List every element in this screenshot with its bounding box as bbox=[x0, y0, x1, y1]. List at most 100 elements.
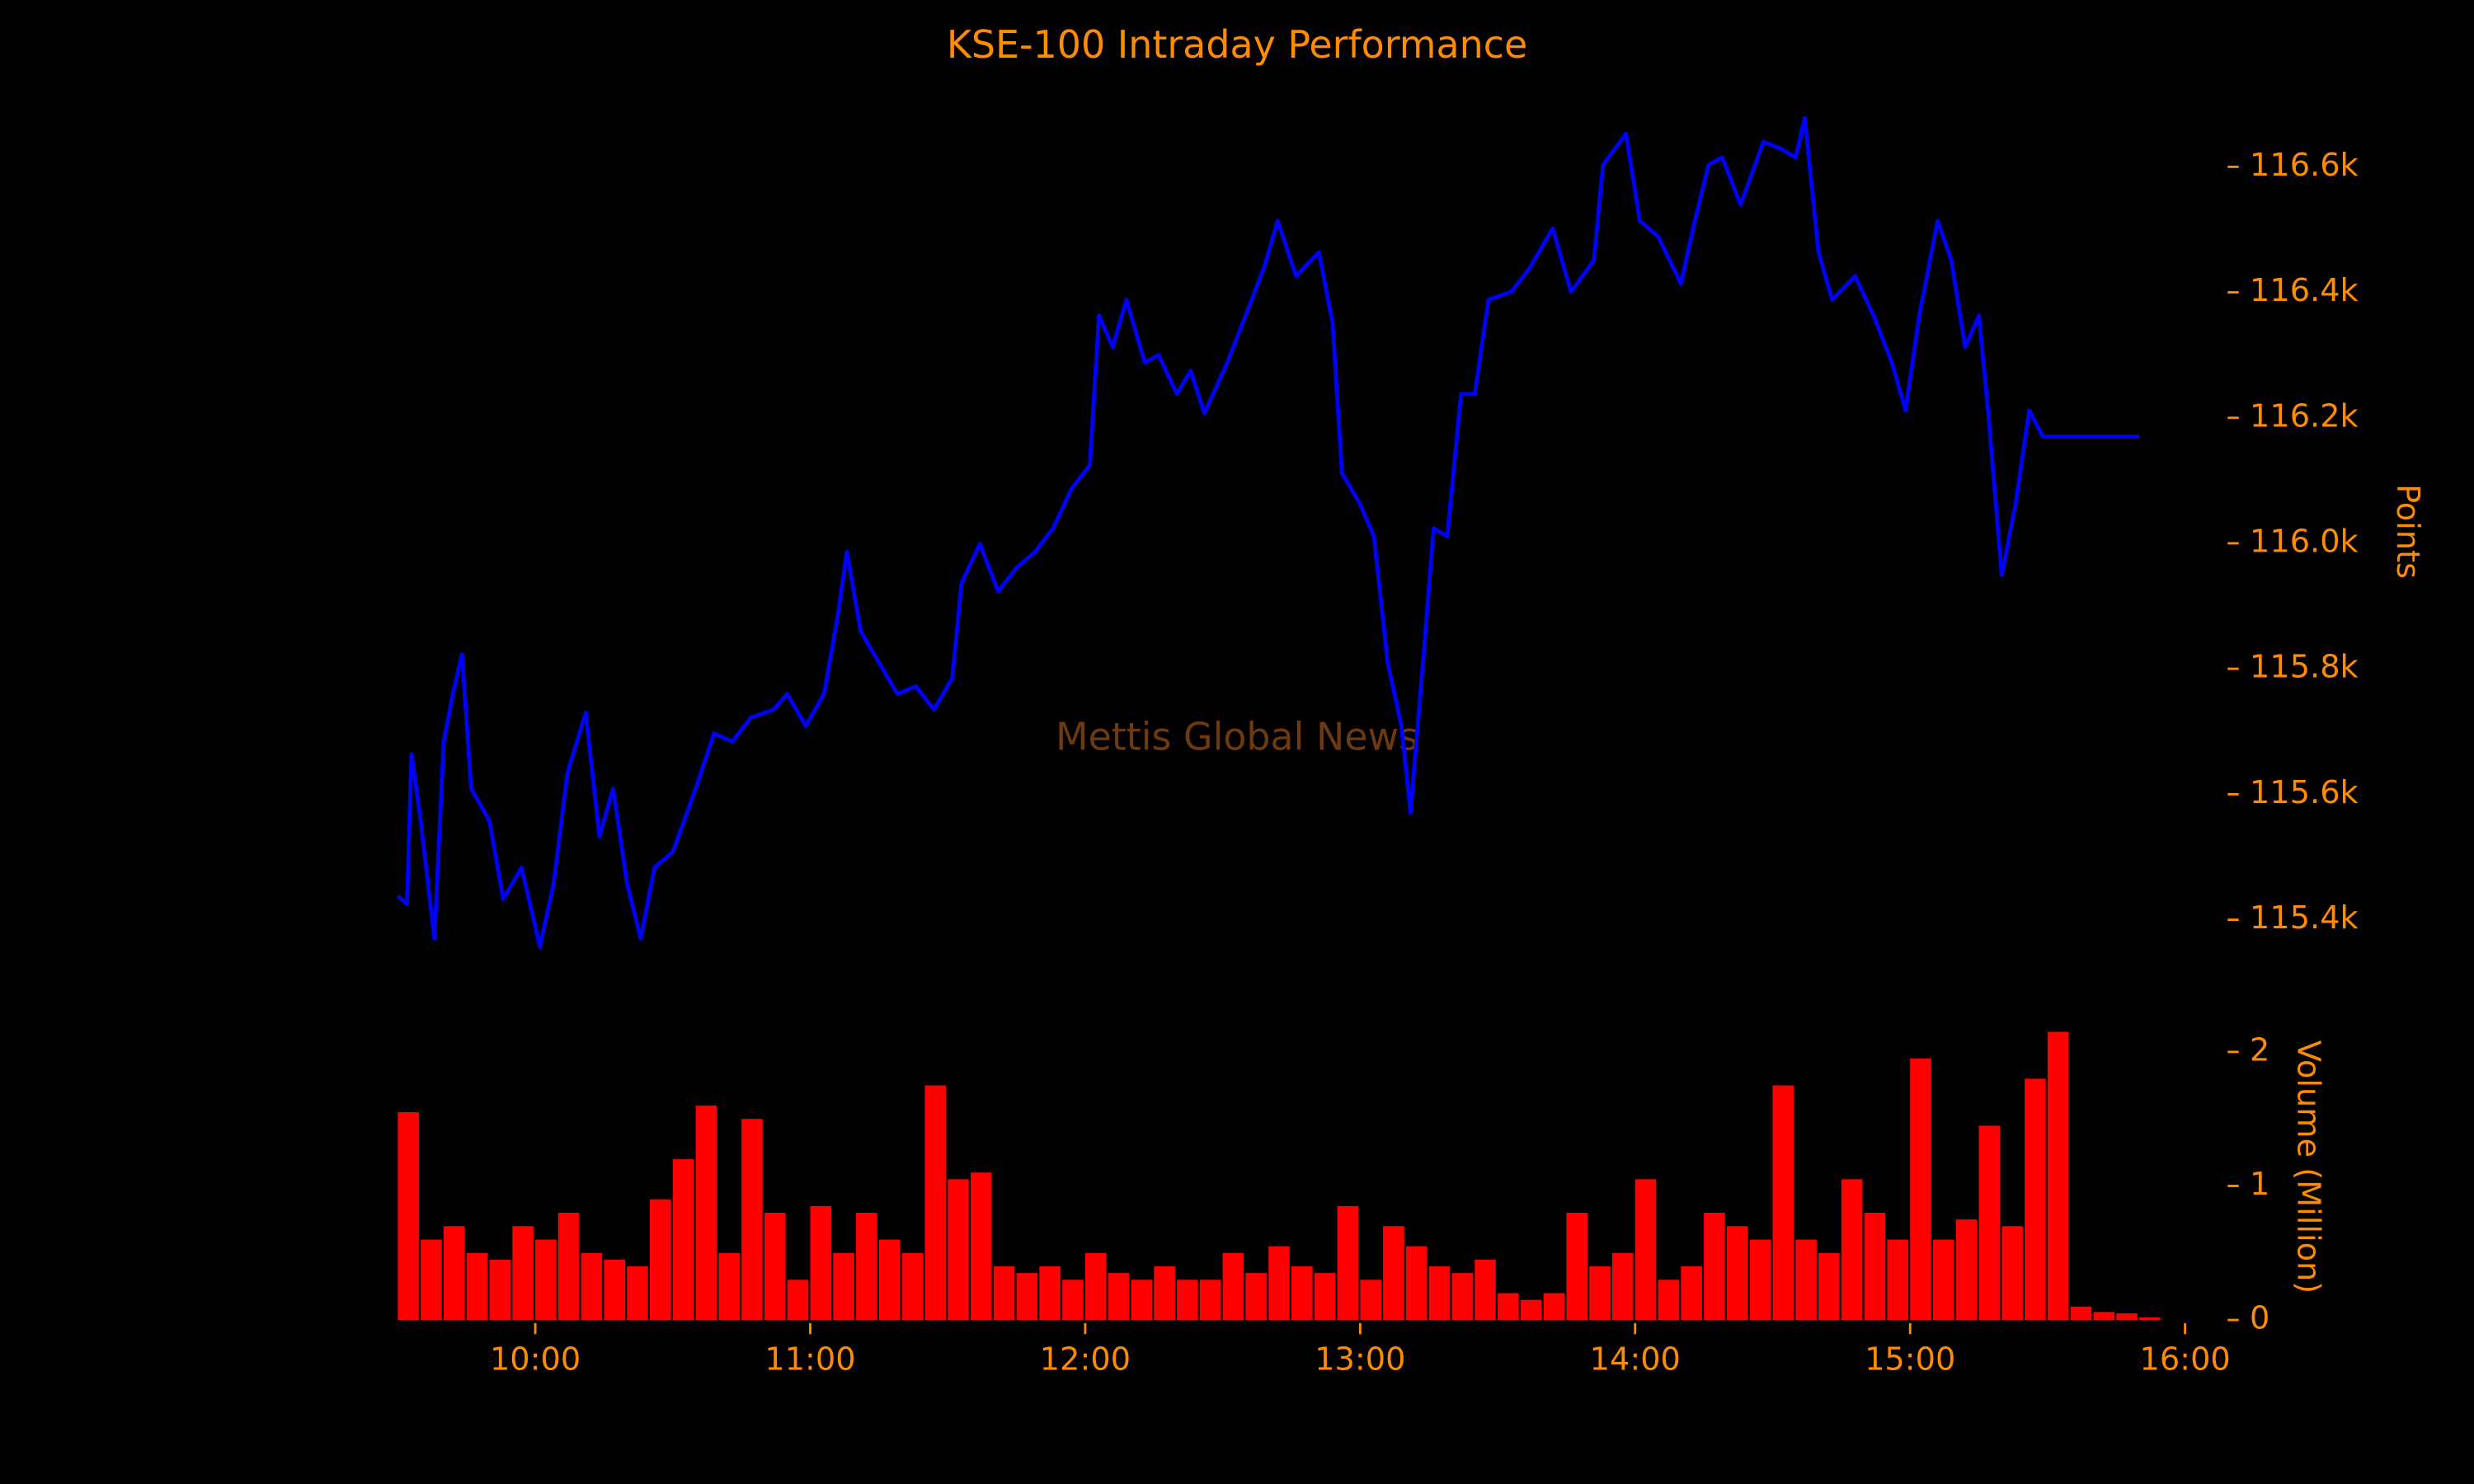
volume-bar bbox=[1405, 1246, 1427, 1321]
volume-bar bbox=[1268, 1246, 1290, 1321]
volume-bar bbox=[1589, 1266, 1611, 1321]
volume-bar bbox=[1108, 1273, 1130, 1321]
volume-bar bbox=[2001, 1226, 2023, 1321]
volume-bar bbox=[1016, 1273, 1038, 1321]
volume-bar bbox=[695, 1105, 717, 1321]
x-tick-label: 14:00 bbox=[1590, 1341, 1681, 1378]
volume-bar bbox=[1566, 1212, 1587, 1321]
volume-bar bbox=[718, 1252, 740, 1321]
volume-bar bbox=[1543, 1293, 1565, 1321]
volume-bar bbox=[1634, 1179, 1657, 1321]
volume-bar bbox=[604, 1259, 625, 1321]
volume-bar bbox=[1131, 1280, 1153, 1321]
x-tick-label: 15:00 bbox=[1865, 1341, 1955, 1378]
volume-bar bbox=[1314, 1273, 1336, 1321]
volume-bar bbox=[2025, 1078, 2046, 1321]
volume-bar bbox=[1726, 1226, 1748, 1321]
price-line bbox=[396, 115, 2139, 949]
volume-bar bbox=[787, 1280, 809, 1321]
watermark: Mettis Global News bbox=[1056, 715, 1418, 759]
volume-bar bbox=[924, 1085, 946, 1321]
volume-bar bbox=[2139, 1317, 2161, 1321]
y-tick-label: 115.8k bbox=[2250, 649, 2359, 686]
volume-bar bbox=[557, 1212, 580, 1321]
volume-bar bbox=[1864, 1212, 1886, 1321]
volume-bar bbox=[397, 1112, 419, 1321]
volume-bar bbox=[1520, 1299, 1542, 1321]
y-tick-label: 116.0k bbox=[2250, 523, 2359, 560]
volume-bar bbox=[833, 1252, 854, 1321]
volume-bar bbox=[489, 1259, 511, 1321]
volume-bar bbox=[1704, 1212, 1725, 1321]
volume-bar bbox=[2047, 1031, 2069, 1321]
volume-bar bbox=[1062, 1280, 1084, 1321]
volume-bar bbox=[2070, 1306, 2092, 1321]
volume-bar bbox=[1360, 1280, 1381, 1321]
volume-bar bbox=[1910, 1059, 1931, 1321]
y-tick-label: 116.4k bbox=[2250, 272, 2359, 309]
volume-bar bbox=[1932, 1239, 1954, 1321]
y-axis-label: Points bbox=[2389, 484, 2426, 579]
volume-bar bbox=[443, 1226, 465, 1321]
volume-bar bbox=[1795, 1239, 1817, 1321]
volume-bar bbox=[1978, 1125, 2001, 1321]
y-tick-label: 1 bbox=[2250, 1166, 2269, 1203]
volume-bar bbox=[627, 1266, 648, 1321]
volume-bar bbox=[1818, 1252, 1840, 1321]
volume-bar bbox=[1222, 1252, 1244, 1321]
x-tick-label: 12:00 bbox=[1040, 1341, 1131, 1378]
volume-bar bbox=[1337, 1205, 1359, 1321]
volume-bar bbox=[535, 1239, 557, 1321]
volume-bar bbox=[1658, 1280, 1680, 1321]
volume-bar bbox=[1383, 1226, 1404, 1321]
volume-bar bbox=[1611, 1252, 1634, 1321]
volume-bar bbox=[1887, 1239, 1908, 1321]
volume-bar bbox=[1498, 1293, 1519, 1321]
y-tick-label: 0 bbox=[2250, 1300, 2269, 1337]
y-tick-label: 115.4k bbox=[2250, 899, 2359, 937]
x-tick-label: 11:00 bbox=[764, 1341, 855, 1378]
volume-bar bbox=[1154, 1266, 1175, 1321]
y-axis-label: Volume (Million) bbox=[2289, 1040, 2326, 1294]
volume-bar bbox=[993, 1266, 1015, 1321]
volume-bar bbox=[1291, 1266, 1313, 1321]
volume-bar bbox=[970, 1172, 992, 1321]
x-tick-label: 10:00 bbox=[490, 1341, 581, 1378]
volume-bar bbox=[672, 1158, 694, 1321]
volume-bar bbox=[421, 1239, 442, 1321]
chart-title: KSE-100 Intraday Performance bbox=[947, 22, 1527, 67]
volume-bar bbox=[948, 1179, 969, 1321]
volume-bar bbox=[1841, 1179, 1863, 1321]
y-tick-label: 2 bbox=[2250, 1031, 2269, 1068]
volume-bar bbox=[1199, 1280, 1221, 1321]
volume-bar bbox=[1772, 1085, 1794, 1321]
volume-bar bbox=[1177, 1280, 1198, 1321]
volume-bar bbox=[649, 1199, 671, 1321]
volume-bar bbox=[1749, 1239, 1771, 1321]
volume-bar bbox=[1039, 1266, 1061, 1321]
volume-bar bbox=[2093, 1312, 2115, 1321]
volume-bar bbox=[512, 1226, 534, 1321]
volume-bar bbox=[1475, 1259, 1496, 1321]
y-tick-label: 116.6k bbox=[2250, 147, 2359, 184]
volume-bar bbox=[1681, 1266, 1702, 1321]
volume-bar bbox=[1428, 1266, 1451, 1321]
volume-bar bbox=[2116, 1313, 2138, 1321]
volume-bar bbox=[581, 1252, 603, 1321]
volume-bar bbox=[901, 1252, 924, 1321]
volume-bar bbox=[1245, 1273, 1267, 1321]
volume-bar bbox=[856, 1212, 877, 1321]
x-tick-label: 16:00 bbox=[2140, 1341, 2231, 1378]
volume-bar bbox=[878, 1239, 901, 1321]
volume-bar bbox=[1955, 1219, 1978, 1321]
y-tick-label: 115.6k bbox=[2250, 774, 2359, 811]
x-tick-label: 13:00 bbox=[1315, 1341, 1405, 1378]
volume-bar bbox=[810, 1205, 832, 1321]
volume-bar bbox=[764, 1212, 786, 1321]
volume-bar bbox=[466, 1252, 488, 1321]
volume-bar bbox=[1451, 1273, 1474, 1321]
volume-bar bbox=[741, 1119, 763, 1321]
y-tick-label: 116.2k bbox=[2250, 397, 2359, 434]
